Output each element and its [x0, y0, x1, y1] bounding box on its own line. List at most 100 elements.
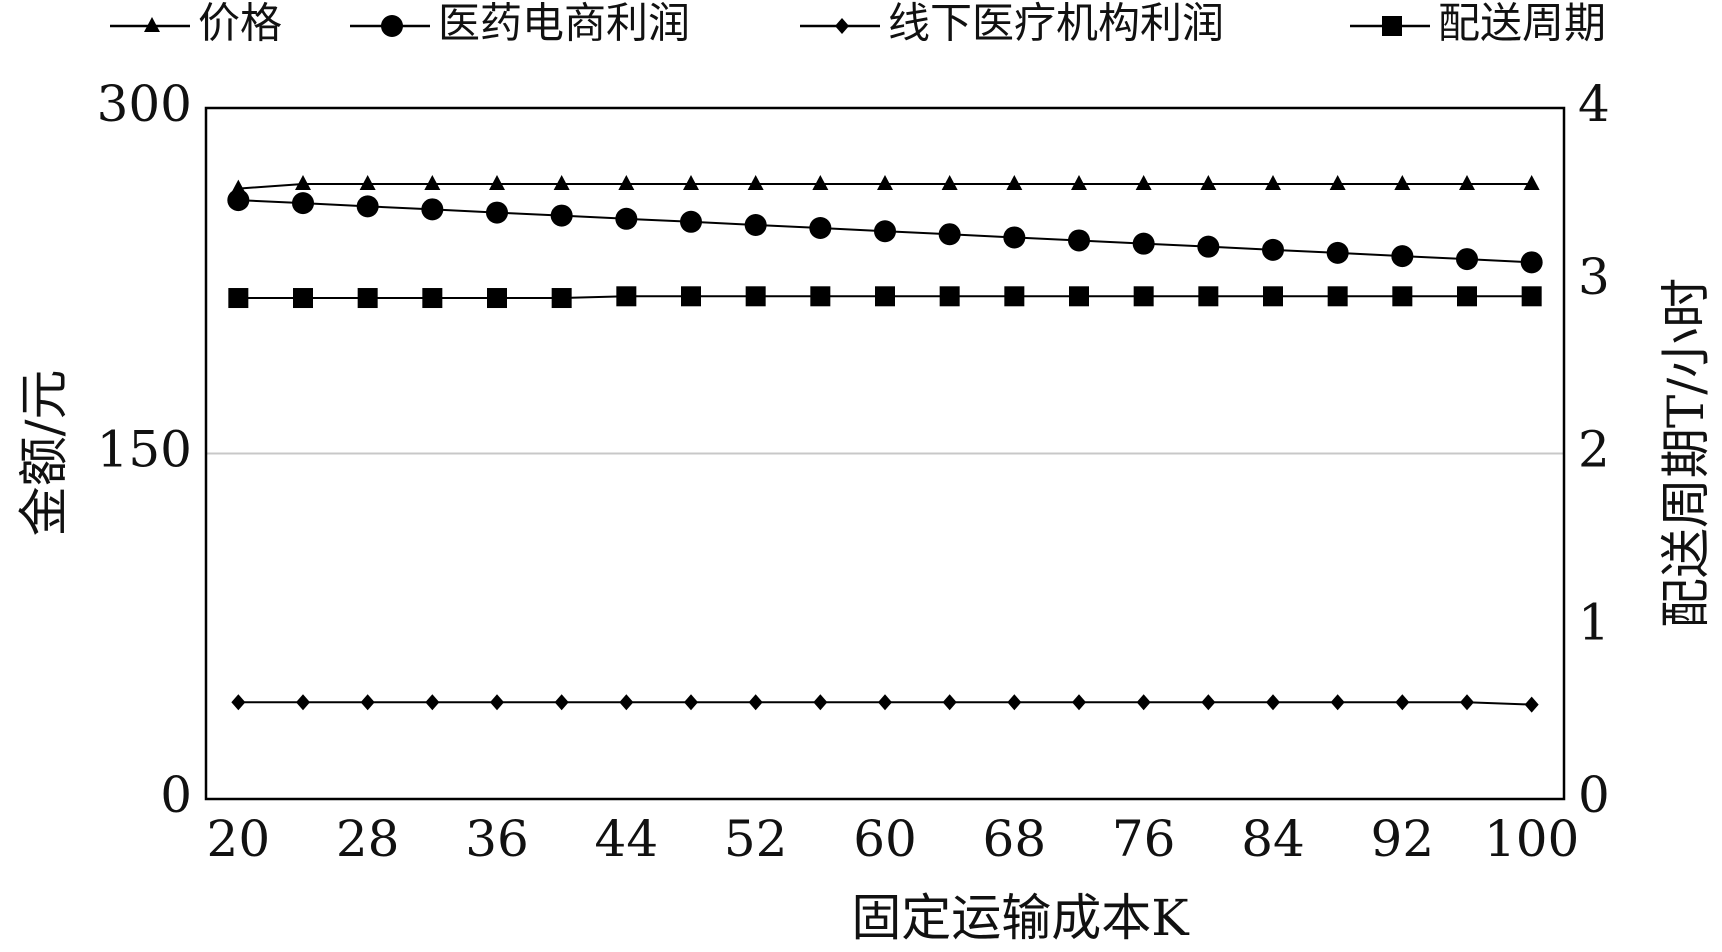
legend-label: 线下医疗机构利润 [888, 0, 1224, 48]
y-tick-label: 300 [97, 75, 192, 133]
marker [1521, 286, 1542, 307]
marker [1392, 286, 1413, 307]
y2-tick-label: 1 [1578, 593, 1610, 651]
marker [1330, 694, 1345, 711]
legend-label: 医药电商利润 [438, 0, 690, 48]
x-tick-label: 44 [595, 810, 659, 868]
marker [1524, 696, 1539, 713]
marker [1200, 175, 1217, 191]
marker [1069, 286, 1089, 307]
marker [747, 175, 764, 191]
marker [292, 192, 314, 215]
marker [424, 175, 441, 191]
legend-item: 价格 [110, 0, 282, 48]
marker [941, 175, 958, 191]
marker [490, 694, 504, 711]
marker [1003, 226, 1026, 249]
x-tick-label: 84 [1241, 810, 1305, 868]
x-tick-label: 20 [207, 810, 271, 868]
marker [421, 198, 444, 221]
marker [360, 694, 375, 711]
marker [356, 195, 379, 218]
x-axis-title: 固定运输成本K [851, 889, 1190, 947]
marker [422, 288, 443, 309]
marker [1007, 694, 1022, 711]
marker [554, 694, 569, 711]
y2-tick-label: 0 [1578, 766, 1610, 824]
marker [553, 175, 570, 191]
marker [809, 217, 832, 240]
legend-item: 线下医疗机构利润 [800, 0, 1224, 48]
marker [942, 694, 957, 711]
marker [1265, 175, 1281, 191]
marker [1456, 248, 1478, 271]
marker [1006, 175, 1023, 191]
marker [875, 286, 895, 307]
marker [1072, 694, 1086, 711]
marker [486, 201, 508, 224]
x-tick-label: 76 [1112, 810, 1176, 868]
y-tick-label: 0 [160, 766, 192, 824]
marker [878, 694, 892, 711]
marker [295, 175, 311, 191]
marker [228, 288, 249, 309]
marker [619, 694, 634, 711]
marker [938, 223, 961, 246]
marker [1459, 175, 1475, 191]
marker [1004, 286, 1025, 307]
marker [810, 286, 831, 307]
x-tick-label: 28 [336, 810, 400, 868]
marker [939, 286, 960, 307]
legend-marker [1382, 16, 1402, 36]
marker [1329, 175, 1346, 191]
marker [359, 175, 376, 191]
marker [1262, 238, 1284, 261]
marker [1395, 694, 1410, 711]
marker [1326, 241, 1349, 264]
marker [1263, 286, 1283, 307]
marker [489, 175, 505, 191]
y-tick-label: 150 [97, 421, 192, 479]
y-axis-title: 金额/元 [15, 370, 73, 537]
marker [1132, 232, 1155, 255]
marker [425, 694, 440, 711]
marker [293, 288, 313, 309]
legend-label: 价格 [198, 0, 282, 48]
marker [1394, 175, 1411, 191]
x-tick-label: 60 [853, 810, 917, 868]
marker [1197, 235, 1220, 258]
marker [357, 288, 378, 309]
legend-label: 配送周期 [1438, 0, 1606, 48]
marker [296, 694, 310, 711]
marker [744, 214, 767, 237]
marker [1266, 694, 1280, 711]
marker [1135, 175, 1152, 191]
marker [616, 286, 637, 307]
plot-frame [204, 106, 1566, 801]
marker [1391, 245, 1414, 268]
marker [680, 210, 702, 233]
marker [812, 175, 829, 191]
marker [615, 207, 638, 230]
marker [877, 175, 893, 191]
marker [1520, 251, 1543, 274]
marker [618, 175, 635, 191]
marker [681, 286, 701, 307]
legend-marker [144, 17, 160, 32]
x-tick-label: 36 [465, 810, 529, 868]
y2-tick-label: 4 [1578, 75, 1610, 133]
marker [231, 694, 246, 711]
y2-tick-label: 2 [1578, 421, 1610, 479]
marker [1327, 286, 1348, 307]
marker [748, 694, 763, 711]
marker [745, 286, 766, 307]
x-tick-label: 100 [1484, 810, 1579, 868]
marker [1460, 694, 1474, 711]
marker [1198, 286, 1219, 307]
marker [1523, 175, 1540, 191]
y2-axis-title: 配送周期T/小时 [1657, 278, 1715, 628]
marker [550, 204, 573, 227]
marker [1071, 175, 1087, 191]
marker [227, 189, 250, 212]
